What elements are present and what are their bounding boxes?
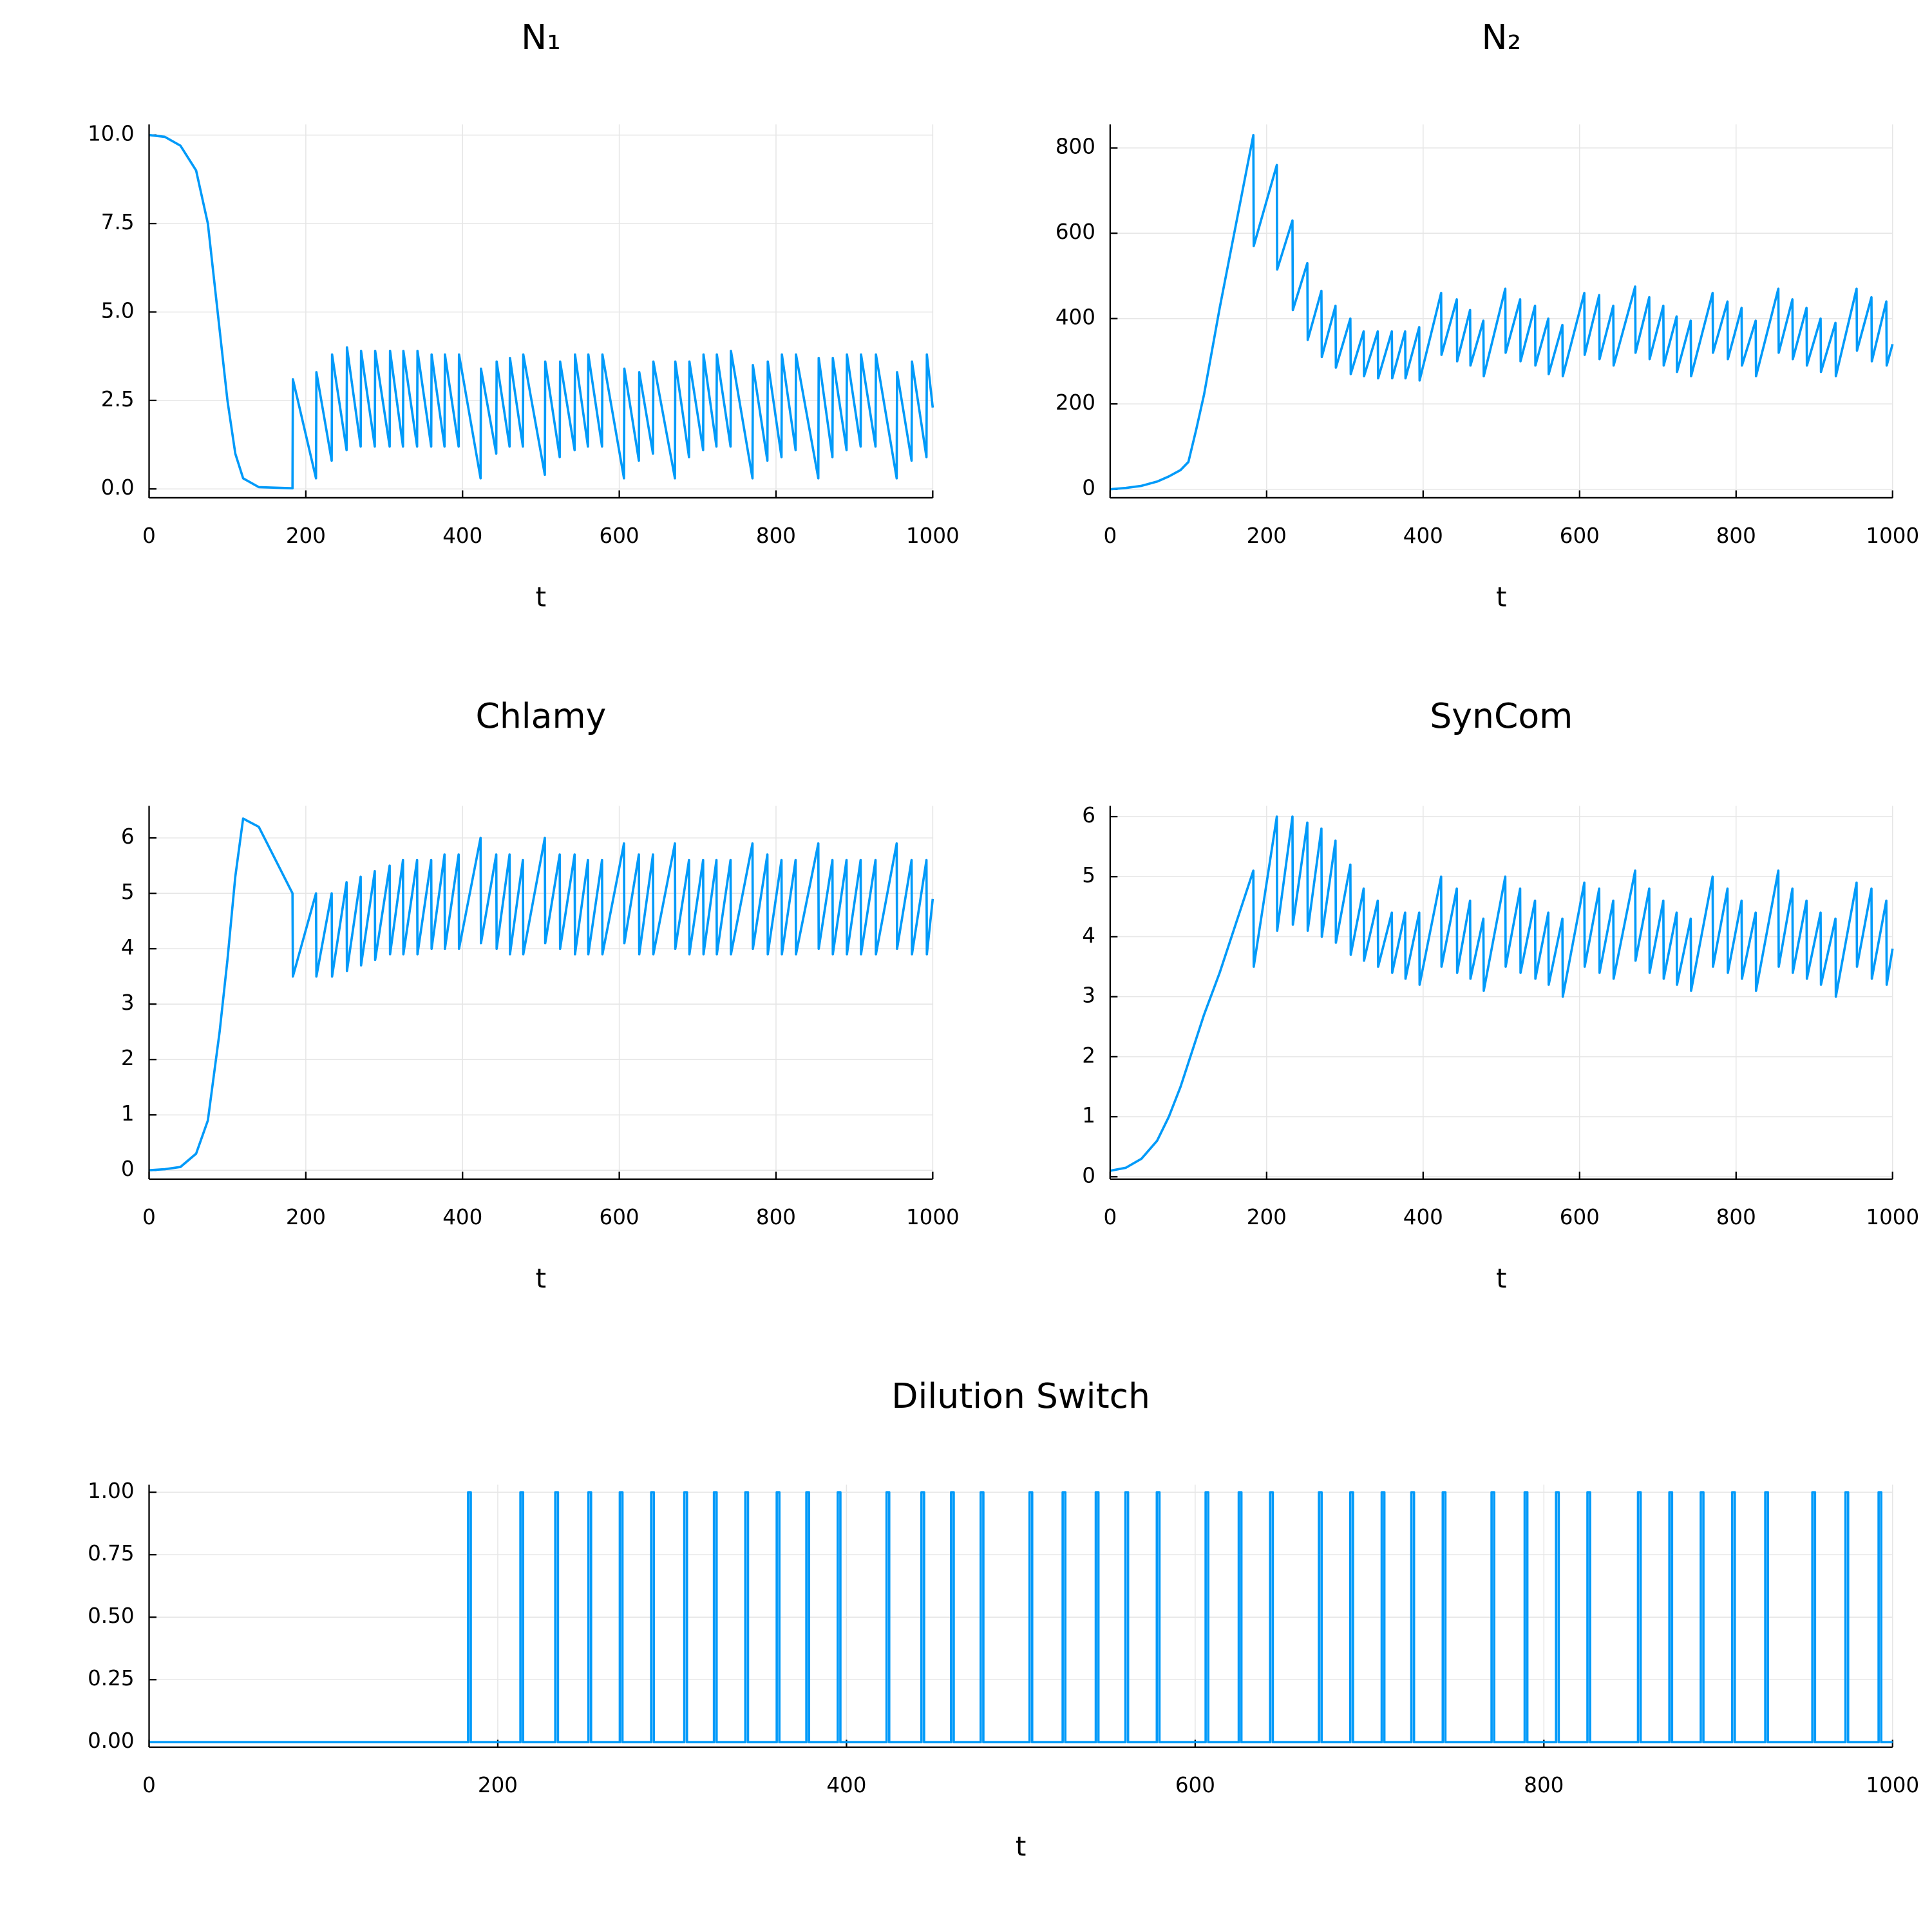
x-tick-label: 600 <box>1175 1773 1215 1797</box>
y-tick-label: 6 <box>121 824 135 849</box>
x-tick-label: 200 <box>478 1773 518 1797</box>
x-tick-label: 200 <box>286 1205 326 1229</box>
y-tick-label: 0.25 <box>88 1666 134 1690</box>
y-tick-label: 0.00 <box>88 1728 134 1753</box>
y-tick-label: 1 <box>1082 1103 1095 1128</box>
y-tick-label: 3 <box>121 990 135 1015</box>
data-line <box>149 817 934 1172</box>
y-tick-label: 1 <box>121 1101 135 1126</box>
x-tick-label: 0 <box>142 1773 156 1797</box>
x-tick-label: 600 <box>600 524 639 548</box>
x-tick-label: 400 <box>442 524 482 548</box>
y-tick-label: 7.5 <box>101 210 135 234</box>
x-tick-label: 200 <box>286 524 326 548</box>
y-tick-label: 2 <box>1082 1043 1095 1068</box>
subplot-title: Dilution Switch <box>891 1376 1150 1416</box>
y-tick-label: 400 <box>1056 305 1095 330</box>
x-axis-label: t <box>1496 581 1507 612</box>
subplot-title: N₂ <box>1482 17 1522 57</box>
y-tick-label: 4 <box>121 935 135 960</box>
data-line <box>149 1491 1893 1744</box>
x-tick-label: 800 <box>756 1205 796 1229</box>
x-tick-label: 200 <box>1247 1205 1287 1229</box>
y-tick-label: 800 <box>1056 135 1095 159</box>
subplot-title: Chlamy <box>475 696 606 736</box>
subplot: N₂ 0 200 400 600 800 0 200 400 600 800 1000 t <box>1056 17 1919 612</box>
x-tick-label: 600 <box>1560 1205 1600 1229</box>
x-tick-label: 400 <box>1403 524 1443 548</box>
x-tick-label: 1000 <box>906 524 960 548</box>
subplot: Chlamy 0 1 2 3 4 5 6 0 200 400 600 800 1000 t <box>121 696 960 1294</box>
x-tick-label: 0 <box>1104 524 1117 548</box>
y-tick-label: 5 <box>121 880 135 904</box>
y-tick-label: 0 <box>121 1157 135 1181</box>
y-tick-label: 0 <box>1082 1163 1095 1188</box>
y-tick-label: 5.0 <box>101 298 135 323</box>
subplot-title: SynCom <box>1430 696 1573 736</box>
y-tick-label: 0 <box>1082 476 1095 500</box>
y-tick-label: 10.0 <box>88 122 134 146</box>
x-tick-label: 200 <box>1247 524 1287 548</box>
x-axis-label: t <box>536 581 547 612</box>
y-tick-label: 5 <box>1082 863 1095 887</box>
y-tick-label: 6 <box>1082 803 1095 828</box>
x-axis-label: t <box>536 1262 547 1294</box>
x-tick-label: 800 <box>1716 1205 1756 1229</box>
data-line <box>1110 815 1894 1172</box>
y-tick-label: 0.75 <box>88 1541 134 1566</box>
x-tick-label: 0 <box>142 1205 156 1229</box>
x-tick-label: 400 <box>442 1205 482 1229</box>
y-tick-label: 2 <box>121 1046 135 1070</box>
x-tick-label: 600 <box>600 1205 639 1229</box>
subplot: N₁ 0.0 2.5 5.0 7.5 10.0 0 200 400 600 800 1000 t <box>88 17 960 612</box>
y-tick-label: 2.5 <box>101 387 135 412</box>
x-tick-label: 1000 <box>1866 524 1919 548</box>
y-tick-label: 600 <box>1056 220 1095 244</box>
x-tick-label: 0 <box>142 524 156 548</box>
y-tick-label: 200 <box>1056 390 1095 415</box>
x-tick-label: 800 <box>1524 1773 1564 1797</box>
subplot: SynCom 0 1 2 3 4 5 6 0 200 400 600 800 1000 t <box>1082 696 1919 1294</box>
subplot-title: N₁ <box>521 17 561 57</box>
y-tick-label: 1.00 <box>88 1479 134 1503</box>
data-line <box>1110 133 1894 491</box>
x-tick-label: 400 <box>1403 1205 1443 1229</box>
y-tick-label: 0.50 <box>88 1604 134 1628</box>
x-axis-label: t <box>1496 1262 1507 1294</box>
y-tick-label: 3 <box>1082 983 1095 1008</box>
subplot: Dilution Switch 0.00 0.25 0.50 0.75 1.00 0 200 4… <box>88 1376 1919 1862</box>
x-tick-label: 800 <box>756 524 796 548</box>
data-line <box>149 133 934 489</box>
x-tick-label: 800 <box>1716 524 1756 548</box>
y-tick-label: 4 <box>1082 923 1095 947</box>
x-tick-label: 1000 <box>906 1205 960 1229</box>
x-tick-label: 400 <box>826 1773 866 1797</box>
x-tick-label: 1000 <box>1866 1205 1919 1229</box>
x-axis-label: t <box>1016 1830 1027 1862</box>
x-tick-label: 0 <box>1104 1205 1117 1229</box>
y-tick-label: 0.0 <box>101 475 135 500</box>
x-tick-label: 600 <box>1560 524 1600 548</box>
x-tick-label: 1000 <box>1866 1773 1919 1797</box>
